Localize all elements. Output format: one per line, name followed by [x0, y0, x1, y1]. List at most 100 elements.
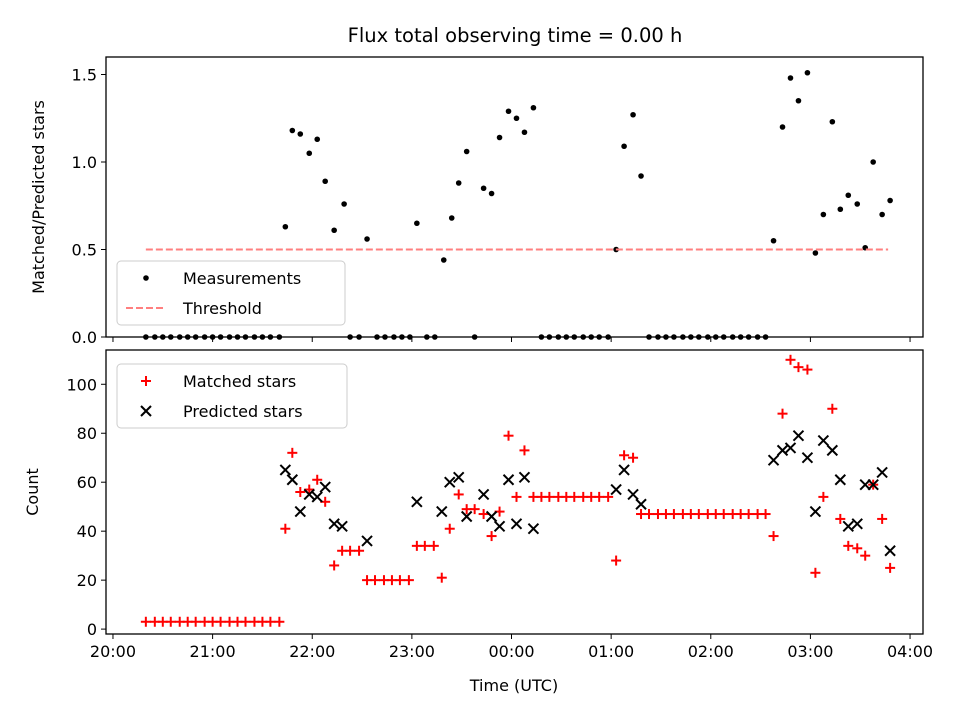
predicted-star-point — [311, 491, 323, 503]
matched-star-point — [628, 452, 639, 463]
matched-star-point — [428, 540, 439, 551]
measurement-point — [854, 201, 861, 207]
measurement-point — [505, 108, 512, 115]
matched-star-point — [827, 403, 838, 414]
y-tick-label: 0.5 — [72, 241, 97, 260]
predicted-star-point — [627, 488, 639, 501]
matched-star-point — [329, 560, 340, 571]
top-panel: 0.0 0.5 1.0 1.5 Matched/Predicted stars Measu… — [29, 56, 924, 347]
matched-star-point — [478, 509, 489, 520]
x-tick-label: 01:00 — [588, 642, 634, 661]
x-tick-label: 23:00 — [389, 642, 435, 661]
matched-star-point — [619, 450, 630, 461]
predicted-star-point — [884, 545, 896, 557]
matched-star-point — [165, 616, 176, 627]
x-tick-label: 02:00 — [688, 642, 734, 661]
predicted-star-point — [294, 505, 306, 518]
predicted-star-point — [851, 518, 863, 530]
matched-star-point — [768, 531, 779, 542]
measurement-point — [455, 180, 462, 186]
measurement-point — [414, 220, 420, 227]
legend-box — [116, 363, 348, 429]
matched-star-point — [544, 491, 555, 502]
matched-star-point — [280, 523, 291, 534]
predicted-star-point — [286, 474, 299, 486]
matched-star-point — [785, 354, 796, 365]
measurement-point — [341, 201, 347, 207]
predicted-star-point — [477, 488, 490, 501]
measurement-point — [638, 173, 644, 179]
measurement-point — [331, 227, 337, 234]
measurement-point — [787, 75, 794, 81]
matched-star-point — [453, 489, 464, 500]
x-axis-label: Time (UTC) — [469, 676, 558, 695]
measurement-point — [513, 115, 520, 122]
y-tick-label: 40 — [77, 522, 97, 541]
matched-star-point — [403, 575, 414, 586]
matched-star-point — [718, 509, 729, 520]
plot-frame — [105, 56, 924, 338]
legend-label: Matched stars — [183, 372, 296, 391]
measurement-point — [440, 257, 447, 263]
predicted-star-point — [801, 452, 814, 464]
legend-matched-swatch — [141, 376, 151, 386]
measurement-point — [364, 236, 370, 242]
matched-star-point — [354, 545, 365, 556]
matched-star-point — [511, 491, 522, 502]
predicted-star-point — [635, 498, 647, 510]
bottom-panel: 20:00 21:00 22:00 23:00 00:00 01:00 02:00 03:00… — [23, 349, 933, 661]
predicted-star-point — [444, 476, 456, 488]
matched-star-point — [140, 616, 151, 627]
measurement-point — [322, 178, 328, 185]
predicted-star-point — [618, 464, 630, 476]
measurement-point — [496, 134, 503, 141]
predicted-star-point — [279, 464, 292, 476]
x-tick-label: 03:00 — [787, 642, 833, 661]
matched-star-point — [190, 616, 201, 627]
predicted-star-point — [485, 510, 498, 523]
measurement-point — [621, 143, 627, 150]
measurement-point — [488, 190, 495, 197]
matched-star-point — [802, 364, 813, 375]
predicted-star-point — [767, 454, 780, 466]
matched-star-point — [852, 543, 863, 554]
predicted-star-point — [610, 483, 622, 496]
matched-star-point — [215, 616, 226, 627]
y-tick-label: 1.5 — [72, 66, 97, 85]
predicted-star-point — [776, 444, 789, 457]
matched-star-point — [503, 430, 514, 441]
legend: Matched stars Predicted stars — [116, 363, 348, 429]
x-tick-label: 00:00 — [488, 642, 534, 661]
measurement-point — [795, 97, 802, 104]
y-tick-label: 0 — [87, 620, 97, 639]
matched-star-point — [274, 616, 285, 627]
legend: Measurements Threshold — [116, 260, 346, 326]
matched-star-point — [603, 491, 614, 502]
legend-predicted-swatch — [140, 405, 152, 417]
predicted-star-point — [328, 518, 340, 530]
y-tick-label: 0.0 — [72, 328, 97, 347]
legend-measurement-swatch — [143, 275, 149, 281]
matched-star-point — [810, 567, 821, 578]
predicted-star-point — [867, 478, 879, 491]
matched-star-point — [265, 616, 276, 627]
matched-star-point — [860, 550, 871, 561]
matched-star-point — [777, 408, 788, 419]
predicted-star-point — [436, 505, 448, 518]
x-tick-label: 20:00 — [90, 642, 136, 661]
matched-star-point — [760, 509, 771, 520]
predicted-star-point — [784, 442, 797, 454]
predicted-star-point — [336, 520, 348, 532]
measurement-point — [530, 104, 537, 111]
x-tick-label: 22:00 — [289, 642, 335, 661]
measurement-point — [837, 206, 844, 213]
chart-title: Flux total observing time = 0.00 h — [348, 24, 683, 47]
matched-star-point — [345, 545, 356, 556]
matched-star-point — [569, 491, 580, 502]
measurement-point — [820, 211, 827, 218]
matched-star-point — [835, 513, 846, 524]
measurement-point — [521, 129, 528, 136]
matched-star-point — [885, 562, 896, 573]
legend-box — [116, 260, 346, 326]
y-axis-label: Count — [23, 468, 42, 516]
